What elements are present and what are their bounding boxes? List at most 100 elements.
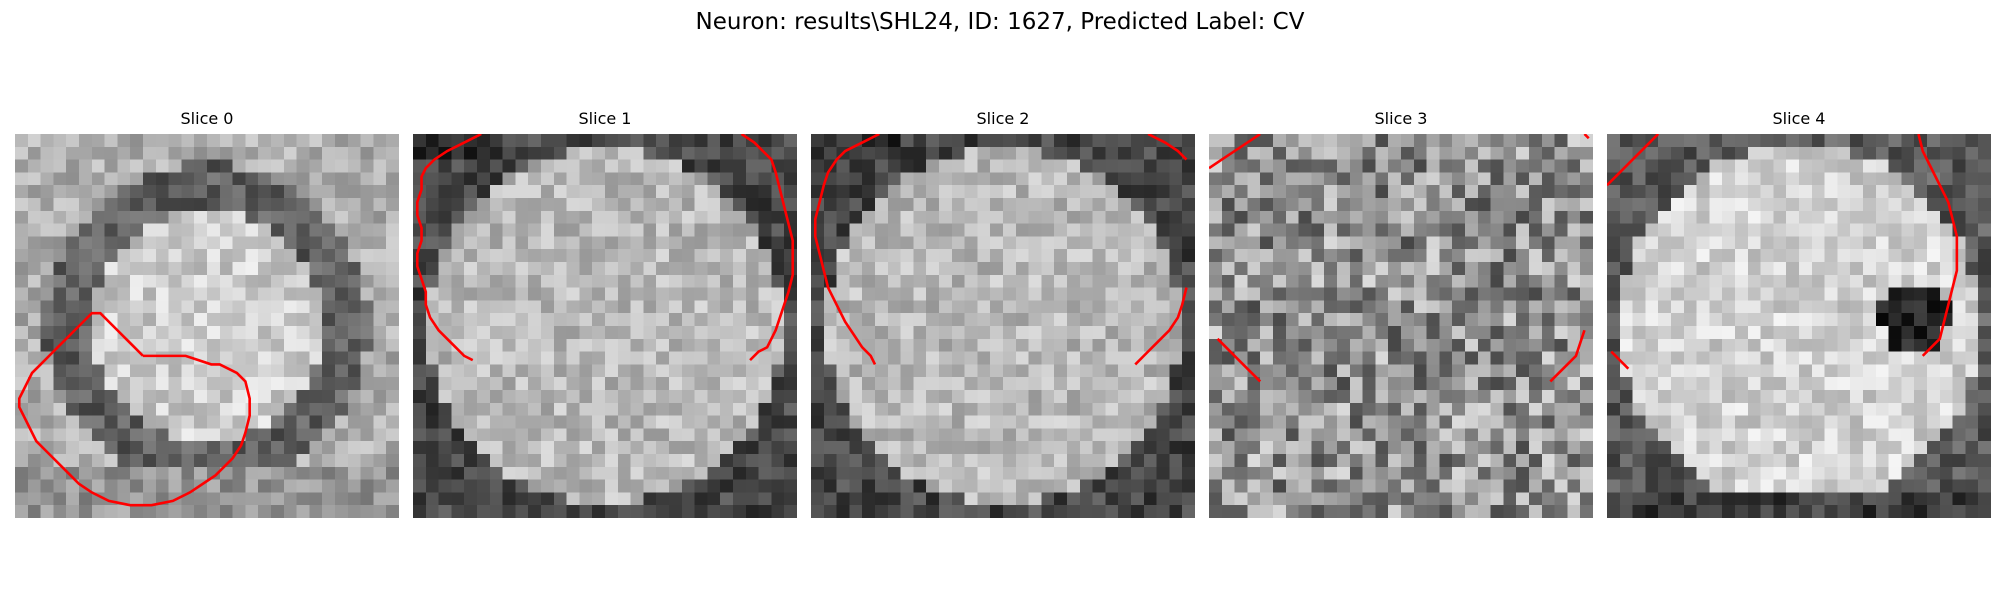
pixel: [1850, 364, 1864, 378]
pixel: [502, 313, 516, 327]
pixel: [1067, 274, 1081, 289]
pixel: [1426, 300, 1440, 314]
pixel: [117, 466, 131, 481]
pixel: [1092, 185, 1106, 199]
pixel: [1234, 454, 1248, 468]
pixel: [1811, 415, 1826, 429]
pixel: [1709, 428, 1723, 442]
pixel: [913, 198, 927, 212]
pixel: [1401, 377, 1415, 391]
pixel: [1028, 300, 1042, 314]
pixel: [1143, 262, 1158, 276]
pixel: [489, 223, 504, 237]
pixel: [990, 326, 1004, 340]
pixel: [1696, 300, 1710, 314]
pixel: [1118, 441, 1132, 455]
pixel: [130, 415, 144, 429]
pixel: [1824, 172, 1838, 186]
pixel: [862, 198, 876, 212]
pixel: [117, 505, 131, 518]
pixel: [1529, 454, 1543, 468]
pixel: [733, 377, 747, 391]
pixel: [515, 198, 529, 212]
pixel: [66, 134, 80, 148]
pixel: [181, 146, 195, 161]
pixel: [900, 377, 914, 391]
pixel: [1465, 198, 1479, 212]
pixel: [592, 441, 606, 455]
pixel: [1490, 313, 1504, 327]
pixel: [1028, 326, 1042, 340]
pixel: [1285, 415, 1300, 429]
pixel: [875, 402, 889, 417]
pixel: [823, 479, 838, 493]
pixel: [347, 300, 362, 314]
pixel: [1914, 466, 1928, 481]
pixel: [1362, 236, 1376, 250]
pixel: [1541, 338, 1556, 353]
pixel: [104, 351, 118, 365]
pixel: [27, 505, 42, 518]
pixel: [27, 313, 42, 327]
pixel: [1671, 236, 1685, 250]
pixel: [1490, 134, 1504, 148]
pixel: [1439, 415, 1453, 429]
pixel: [681, 415, 696, 429]
pixel: [1632, 377, 1646, 391]
pixel: [913, 249, 927, 263]
pixel: [1477, 287, 1492, 301]
pixel: [1439, 274, 1453, 289]
pixel: [1298, 428, 1312, 442]
pixel: [1015, 198, 1030, 212]
pixel: [1105, 236, 1119, 250]
pixel: [849, 300, 863, 314]
pixel: [1003, 492, 1017, 506]
pixel: [15, 505, 29, 518]
pixel: [451, 146, 465, 161]
pixel: [1554, 172, 1568, 186]
pixel: [40, 185, 54, 199]
pixel: [733, 223, 747, 237]
pixel: [296, 274, 310, 289]
pixel: [1952, 454, 1966, 468]
pixel: [296, 377, 310, 391]
pixel: [553, 185, 568, 199]
pixel: [283, 236, 298, 250]
pixel: [566, 210, 580, 225]
pixel: [1362, 159, 1376, 173]
pixel: [1439, 210, 1453, 225]
pixel: [849, 441, 863, 455]
pixel: [926, 223, 940, 237]
pixel: [1067, 364, 1081, 378]
pixel: [1221, 390, 1236, 404]
pixel: [425, 159, 440, 173]
pixel: [720, 428, 734, 442]
pixel: [745, 377, 760, 391]
pixel: [887, 249, 902, 263]
pixel: [194, 377, 208, 391]
pixel: [1850, 428, 1864, 442]
pixel: [528, 377, 542, 391]
pixel: [784, 249, 797, 263]
pixel: [1247, 287, 1261, 301]
pixel: [386, 402, 399, 417]
pixel: [373, 210, 387, 225]
pixel: [1260, 185, 1274, 199]
pixel: [79, 415, 93, 429]
pixel: [1837, 274, 1851, 289]
pixel: [1401, 134, 1415, 148]
pixel: [464, 441, 478, 455]
pixel: [1875, 428, 1890, 442]
pixel: [104, 415, 118, 429]
pixel: [1632, 198, 1646, 212]
pixel: [66, 428, 80, 442]
pixel: [117, 377, 131, 391]
pixel: [1234, 466, 1248, 481]
pixel: [104, 172, 118, 186]
pixel: [1298, 466, 1312, 481]
pixel: [1901, 134, 1915, 148]
pixel: [1799, 364, 1813, 378]
pixel: [1632, 236, 1646, 250]
pixel: [1837, 415, 1851, 429]
pixel: [1311, 300, 1325, 314]
